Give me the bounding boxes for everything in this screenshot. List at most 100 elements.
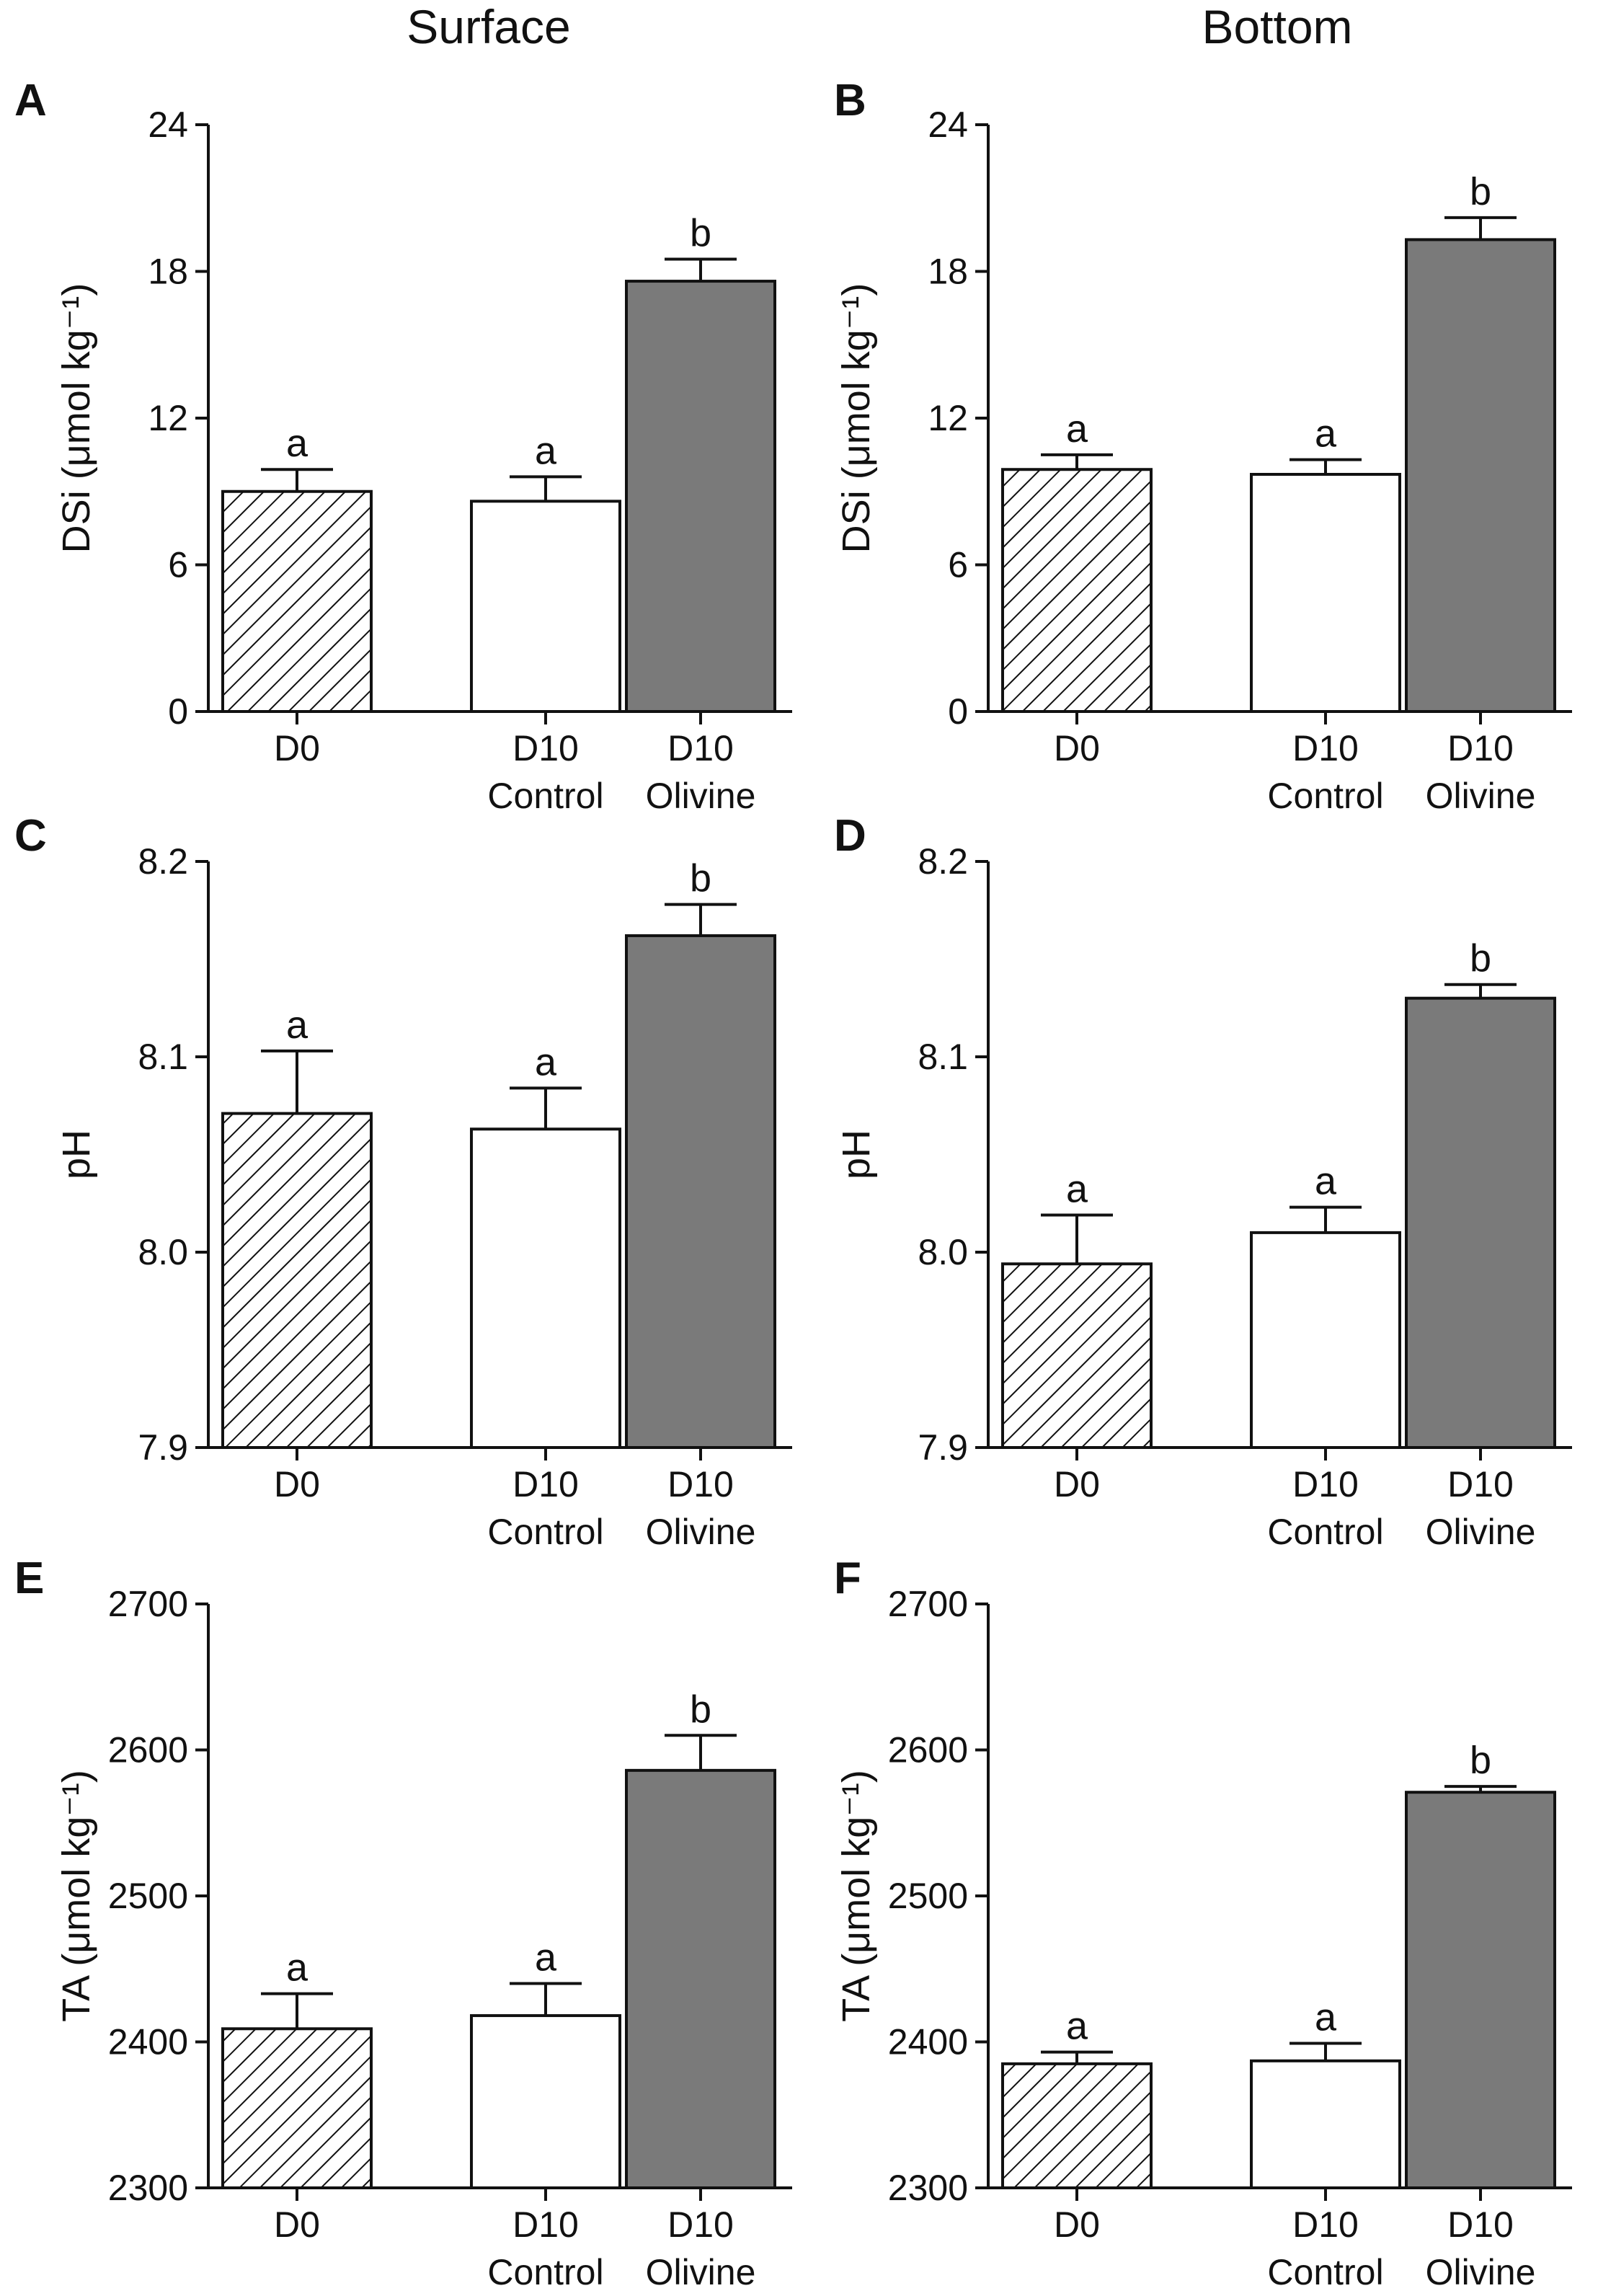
y-tick-label-b-1: 6 bbox=[948, 545, 968, 585]
significance-label-c-0: a bbox=[286, 1003, 308, 1047]
significance-label-a-2: b bbox=[690, 212, 711, 255]
y-tick-label-f-3: 2600 bbox=[888, 1730, 968, 1770]
y-tick-label-e-2: 2500 bbox=[108, 1876, 188, 1916]
y-tick-label-b-0: 0 bbox=[948, 691, 968, 732]
y-tick-label-a-1: 6 bbox=[168, 545, 188, 585]
significance-label-a-0: a bbox=[286, 422, 308, 465]
significance-label-f-2: b bbox=[1470, 1739, 1491, 1782]
y-tick-label-d-3: 8.2 bbox=[918, 841, 968, 882]
bar-d-1 bbox=[1250, 1231, 1401, 1450]
y-tick-label-c-3: 8.2 bbox=[138, 841, 188, 882]
significance-label-d-2: b bbox=[1470, 937, 1491, 980]
x-category-label-a-1-line2: Control bbox=[487, 776, 603, 816]
bar-f-2 bbox=[1405, 1791, 1556, 2190]
y-tick-label-d-0: 7.9 bbox=[918, 1427, 968, 1468]
y-tick-label-a-3: 18 bbox=[148, 252, 188, 292]
x-category-label-f-2-line2: Olivine bbox=[1426, 2252, 1536, 2292]
column-title-bottom: Bottom bbox=[1202, 0, 1352, 53]
x-category-label-a-1: D10 bbox=[512, 728, 579, 768]
x-category-label-b-1-line2: Control bbox=[1267, 776, 1383, 816]
x-category-label-e-2-line2: Olivine bbox=[646, 2252, 756, 2292]
y-tick-label-c-0: 7.9 bbox=[138, 1427, 188, 1468]
x-category-label-b-2: D10 bbox=[1447, 728, 1514, 768]
x-category-label-e-2: D10 bbox=[667, 2204, 734, 2245]
x-category-label-c-1: D10 bbox=[512, 1464, 579, 1504]
x-category-label-f-0: D0 bbox=[1054, 2204, 1100, 2245]
y-axis-title-b: DSi (μmol kg⁻¹) bbox=[835, 283, 878, 554]
y-axis-title-e: TA (μmol kg⁻¹) bbox=[55, 1770, 98, 2022]
y-tick-label-f-2: 2500 bbox=[888, 1876, 968, 1916]
x-category-label-c-2-line2: Olivine bbox=[646, 1512, 756, 1552]
bar-a-1 bbox=[470, 500, 621, 713]
x-category-label-f-1-line2: Control bbox=[1267, 2252, 1383, 2292]
y-axis-title-a: DSi (μmol kg⁻¹) bbox=[55, 283, 98, 554]
y-axis-title-c: pH bbox=[55, 1130, 98, 1179]
x-category-label-d-1-line2: Control bbox=[1267, 1512, 1383, 1552]
significance-label-e-0: a bbox=[286, 1946, 308, 1990]
y-tick-label-a-0: 0 bbox=[168, 691, 188, 732]
x-category-label-a-2-line2: Olivine bbox=[646, 776, 756, 816]
x-category-label-c-1-line2: Control bbox=[487, 1512, 603, 1552]
y-tick-label-a-4: 24 bbox=[148, 105, 188, 145]
significance-label-b-0: a bbox=[1066, 407, 1088, 451]
x-category-label-b-2-line2: Olivine bbox=[1426, 776, 1536, 816]
x-category-label-a-2: D10 bbox=[667, 728, 734, 768]
x-category-label-a-0: D0 bbox=[274, 728, 320, 768]
bar-e-1 bbox=[470, 2014, 621, 2190]
y-tick-label-e-1: 2400 bbox=[108, 2022, 188, 2062]
panel-letter-f: F bbox=[834, 1553, 861, 1603]
bar-a-2 bbox=[625, 280, 776, 714]
y-tick-label-e-4: 2700 bbox=[108, 1584, 188, 1624]
x-category-label-f-2: D10 bbox=[1447, 2204, 1514, 2245]
bar-f-1 bbox=[1250, 2059, 1401, 2189]
bar-c-0 bbox=[221, 1112, 373, 1449]
y-axis-title-d: pH bbox=[835, 1130, 878, 1179]
x-category-label-d-1: D10 bbox=[1292, 1464, 1359, 1504]
bar-e-0 bbox=[221, 2027, 373, 2189]
bar-c-1 bbox=[470, 1127, 621, 1450]
x-category-label-e-1: D10 bbox=[512, 2204, 579, 2245]
y-tick-label-d-1: 8.0 bbox=[918, 1232, 968, 1272]
y-tick-label-a-2: 12 bbox=[148, 398, 188, 438]
y-tick-label-f-1: 2400 bbox=[888, 2022, 968, 2062]
y-axis-title-f: TA (μmol kg⁻¹) bbox=[835, 1770, 878, 2022]
y-tick-label-f-4: 2700 bbox=[888, 1584, 968, 1624]
significance-label-d-0: a bbox=[1066, 1168, 1088, 1211]
bar-f-0 bbox=[1001, 2062, 1153, 2189]
panel-letter-e: E bbox=[14, 1553, 44, 1603]
significance-label-c-2: b bbox=[690, 857, 711, 900]
x-category-label-f-1: D10 bbox=[1292, 2204, 1359, 2245]
y-tick-label-c-2: 8.1 bbox=[138, 1037, 188, 1077]
x-category-label-e-1-line2: Control bbox=[487, 2252, 603, 2292]
x-category-label-d-2-line2: Olivine bbox=[1426, 1512, 1536, 1552]
y-tick-label-b-2: 12 bbox=[928, 398, 968, 438]
bar-d-0 bbox=[1001, 1262, 1153, 1450]
y-tick-label-b-4: 24 bbox=[928, 105, 968, 145]
column-title-surface: Surface bbox=[407, 0, 570, 53]
bar-e-2 bbox=[625, 1768, 776, 2190]
x-category-label-e-0: D0 bbox=[274, 2204, 320, 2245]
significance-label-b-1: a bbox=[1315, 412, 1337, 456]
significance-label-a-1: a bbox=[535, 429, 557, 472]
bar-b-2 bbox=[1405, 238, 1556, 713]
y-tick-label-e-0: 2300 bbox=[108, 2168, 188, 2208]
x-category-label-b-0: D0 bbox=[1054, 728, 1100, 768]
panel-letter-c: C bbox=[14, 811, 47, 861]
significance-label-e-2: b bbox=[690, 1688, 711, 1731]
x-category-label-d-0: D0 bbox=[1054, 1464, 1100, 1504]
bar-b-0 bbox=[1001, 468, 1153, 713]
y-tick-label-b-3: 18 bbox=[928, 252, 968, 292]
significance-label-b-2: b bbox=[1470, 170, 1491, 213]
significance-label-c-1: a bbox=[535, 1040, 557, 1083]
significance-label-d-1: a bbox=[1315, 1160, 1337, 1203]
bar-d-2 bbox=[1405, 996, 1556, 1449]
y-tick-label-c-1: 8.0 bbox=[138, 1232, 188, 1272]
bar-a-0 bbox=[221, 489, 373, 713]
x-category-label-b-1: D10 bbox=[1292, 728, 1359, 768]
significance-label-f-0: a bbox=[1066, 2005, 1088, 2048]
x-category-label-c-0: D0 bbox=[274, 1464, 320, 1504]
significance-label-f-1: a bbox=[1315, 1996, 1337, 2039]
x-category-label-d-2: D10 bbox=[1447, 1464, 1514, 1504]
y-tick-label-f-0: 2300 bbox=[888, 2168, 968, 2208]
